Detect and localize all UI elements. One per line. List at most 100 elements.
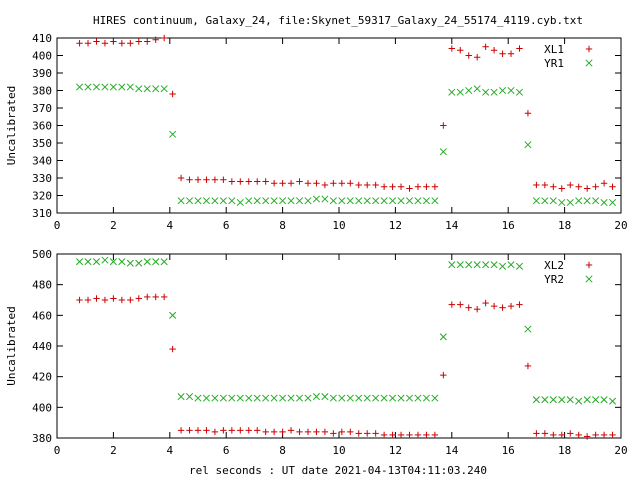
data-point xyxy=(549,197,557,205)
data-point xyxy=(160,258,168,266)
y-tick-label: 330 xyxy=(32,172,52,185)
data-point xyxy=(482,88,490,96)
data-point xyxy=(347,180,354,187)
data-point xyxy=(211,428,219,436)
data-point xyxy=(440,122,447,129)
data-point xyxy=(524,110,532,117)
data-point xyxy=(152,85,160,93)
y-tick-label: 380 xyxy=(32,432,52,445)
data-point xyxy=(347,428,354,436)
data-point xyxy=(93,295,100,302)
data-point xyxy=(295,394,304,402)
data-point xyxy=(422,197,430,205)
x-tick-label: 12 xyxy=(389,444,402,457)
data-point xyxy=(186,427,193,434)
data-point xyxy=(262,178,269,185)
data-point xyxy=(304,180,312,187)
data-point xyxy=(126,259,134,267)
data-point xyxy=(600,198,608,207)
data-point xyxy=(245,427,252,434)
data-point xyxy=(507,50,515,57)
data-point xyxy=(118,40,126,47)
data-point xyxy=(321,181,329,189)
data-point xyxy=(253,197,261,205)
data-point xyxy=(219,197,227,205)
data-point xyxy=(152,293,159,301)
data-point xyxy=(575,431,582,439)
data-point xyxy=(177,393,185,401)
legend-label: XL2 xyxy=(544,259,564,272)
y-tick-label: 440 xyxy=(32,340,52,353)
data-point xyxy=(405,394,414,402)
data-point xyxy=(457,301,464,308)
data-point xyxy=(448,301,455,308)
y-tick-label: 360 xyxy=(32,120,52,133)
data-point xyxy=(473,306,481,313)
data-point xyxy=(270,394,278,402)
y-tick-label: 480 xyxy=(32,279,52,292)
data-point xyxy=(313,428,320,436)
data-point xyxy=(448,88,456,96)
y-tick-label: 340 xyxy=(32,155,52,168)
data-point xyxy=(76,258,84,266)
data-point xyxy=(397,431,405,439)
data-point xyxy=(567,430,574,437)
x-tick-label: 18 xyxy=(558,444,571,457)
data-point xyxy=(372,430,379,437)
series-XL2 xyxy=(76,293,616,440)
data-point xyxy=(160,34,168,42)
data-point xyxy=(524,362,532,370)
data-point xyxy=(92,258,101,266)
data-point xyxy=(152,258,160,266)
data-point xyxy=(262,428,269,436)
y-tick-label: 410 xyxy=(32,32,52,45)
data-point xyxy=(254,178,261,185)
data-point xyxy=(287,197,295,205)
data-point xyxy=(126,83,134,91)
data-point xyxy=(118,258,126,266)
data-point xyxy=(219,394,227,402)
legend-marker xyxy=(585,275,593,283)
data-point xyxy=(287,180,295,187)
series-XL1 xyxy=(76,34,616,192)
data-point xyxy=(532,197,540,205)
data-point xyxy=(482,299,489,307)
data-point xyxy=(490,88,498,96)
data-point xyxy=(330,430,337,437)
data-point xyxy=(490,302,498,310)
data-point xyxy=(507,261,515,269)
data-point xyxy=(355,394,363,402)
data-point xyxy=(592,431,599,439)
data-point xyxy=(541,430,549,437)
data-point xyxy=(211,176,219,183)
data-point xyxy=(372,181,379,189)
data-point xyxy=(364,181,371,189)
data-point xyxy=(202,197,211,205)
x-tick-label: 10 xyxy=(332,444,345,457)
data-point xyxy=(279,428,286,436)
data-point xyxy=(194,394,202,402)
data-point xyxy=(423,183,430,190)
data-point xyxy=(592,197,600,205)
data-point xyxy=(583,433,591,440)
data-point xyxy=(507,86,515,95)
data-point xyxy=(456,261,464,269)
data-point xyxy=(499,86,507,95)
data-point xyxy=(405,197,414,205)
bottom-panel: 0 2 4 6 8 10 12 14 16 18 20 380 400 420 440 460 480 500 Un… xyxy=(5,248,628,457)
data-point xyxy=(439,148,447,156)
data-point xyxy=(304,394,312,402)
data-point xyxy=(321,393,329,401)
x-tick-label: 16 xyxy=(502,219,515,232)
data-point xyxy=(465,261,473,269)
data-point xyxy=(414,431,422,439)
data-point xyxy=(389,197,397,205)
data-point xyxy=(321,428,329,436)
data-point xyxy=(220,176,227,183)
data-point xyxy=(609,431,616,439)
data-point xyxy=(423,431,430,439)
data-point xyxy=(397,394,405,402)
y-tick-label: 370 xyxy=(32,102,52,115)
x-tick-label: 12 xyxy=(389,219,402,232)
